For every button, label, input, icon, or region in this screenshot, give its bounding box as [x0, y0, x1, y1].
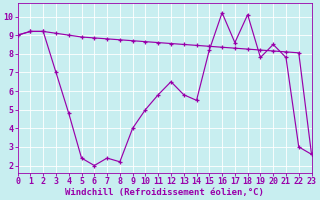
X-axis label: Windchill (Refroidissement éolien,°C): Windchill (Refroidissement éolien,°C) — [65, 188, 264, 197]
